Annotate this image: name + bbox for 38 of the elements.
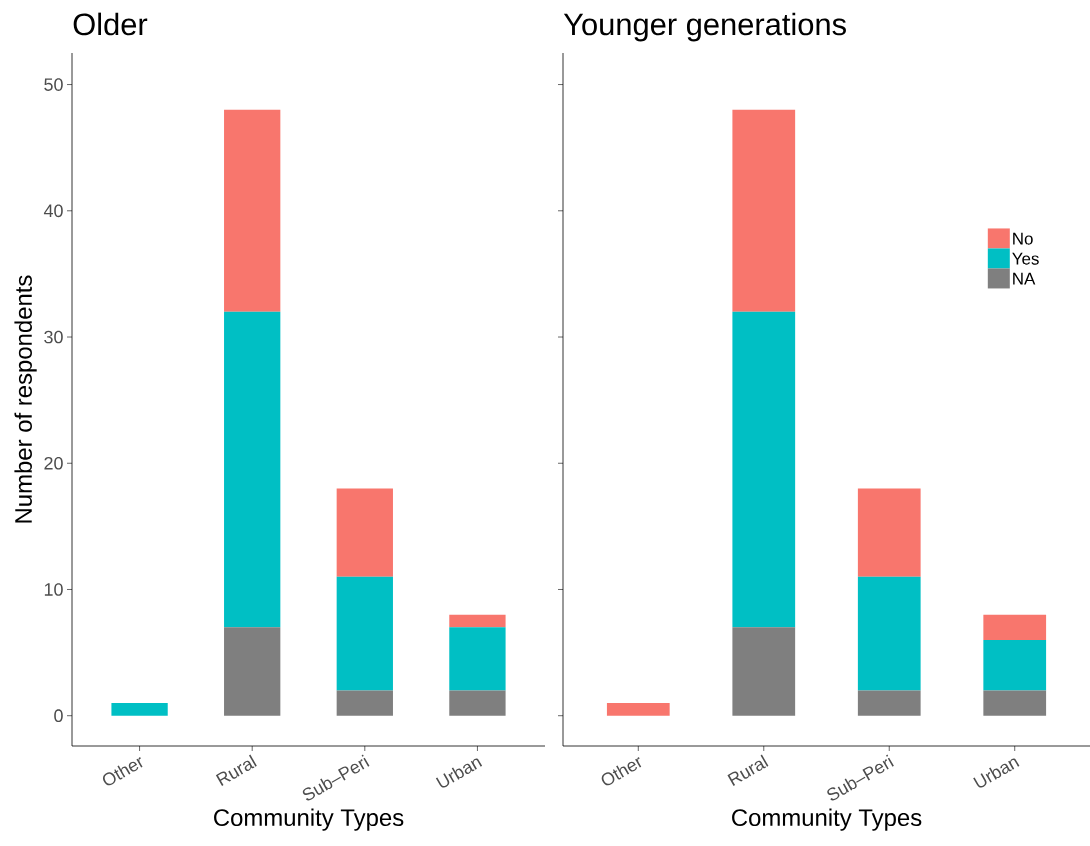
- bar: [983, 639, 1047, 691]
- bar: [224, 627, 281, 716]
- y-tick-label: 20: [44, 456, 63, 470]
- legend-label: No: [1013, 232, 1033, 245]
- bar: [732, 109, 796, 312]
- legend-label: NA: [1013, 272, 1036, 285]
- x-tick-label: Other: [102, 757, 143, 786]
- bar: [336, 576, 393, 691]
- x-axis-title: Community Types: [214, 808, 404, 831]
- y-tick-label: 50: [44, 78, 63, 91]
- bar: [983, 690, 1047, 716]
- x-axis-title: Community Types: [732, 808, 922, 831]
- bar: [224, 109, 281, 312]
- y-axis-title: Number of respondents: [14, 275, 37, 523]
- legend-label: Yes: [1012, 252, 1039, 265]
- bar: [449, 614, 506, 628]
- chart-title: Older: [73, 12, 148, 36]
- bar: [449, 627, 506, 691]
- bar: [732, 311, 796, 628]
- bar: [449, 690, 506, 716]
- x-tick-label: Other: [601, 757, 642, 786]
- bar: [336, 690, 393, 716]
- bar: [983, 614, 1047, 640]
- y-tick-label: 0: [54, 709, 63, 723]
- y-tick-label: 10: [44, 583, 63, 596]
- bar: [857, 690, 921, 716]
- y-tick-label: 40: [43, 204, 63, 218]
- x-tick-label: Urban: [435, 758, 483, 788]
- chart-title: Younger generations: [563, 12, 846, 42]
- bar: [224, 311, 281, 628]
- bar: [336, 488, 393, 577]
- x-tick-label: Urban: [973, 758, 1020, 788]
- bar: [857, 576, 921, 691]
- bar: [606, 703, 670, 716]
- bar: [857, 488, 921, 577]
- bar: [732, 627, 796, 716]
- y-tick-label: 30: [44, 330, 63, 344]
- bar: [111, 703, 168, 716]
